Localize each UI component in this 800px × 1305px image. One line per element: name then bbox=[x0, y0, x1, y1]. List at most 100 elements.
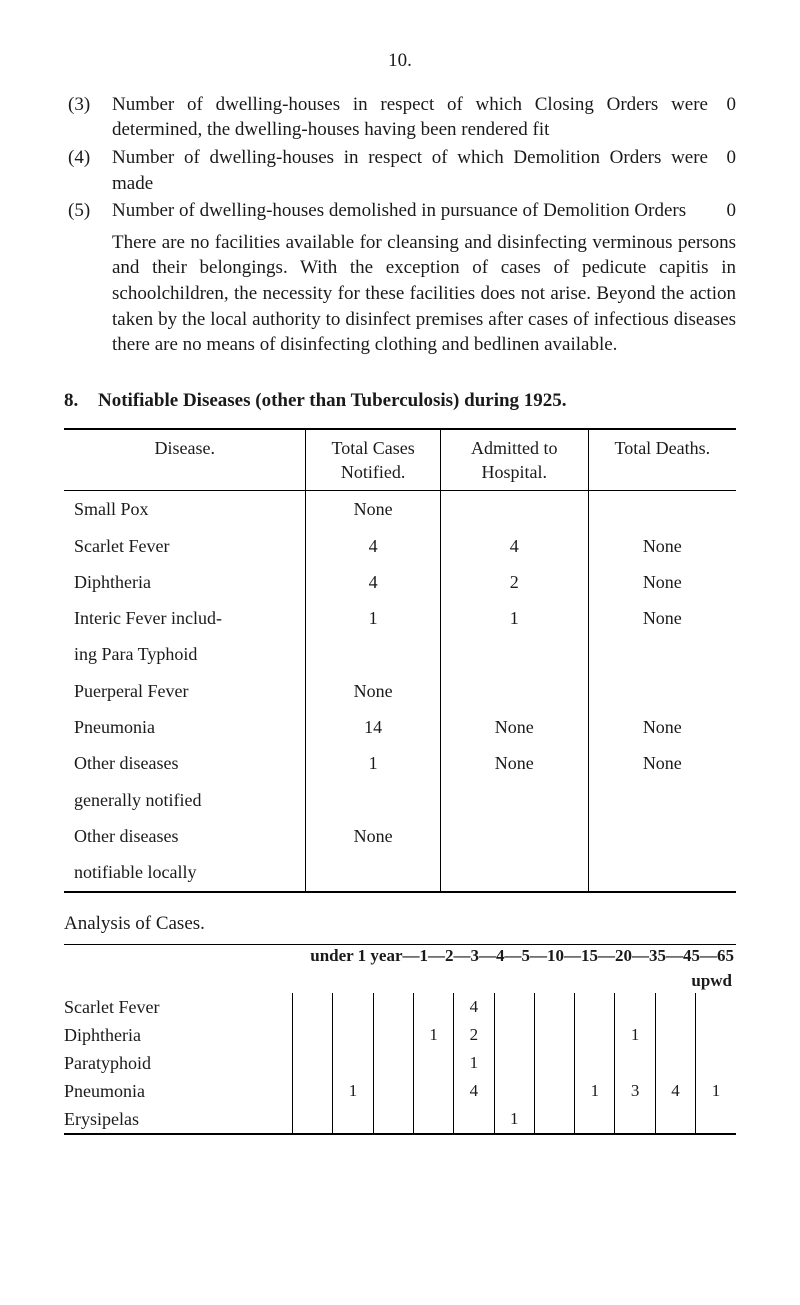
analysis-value-cell bbox=[292, 1021, 332, 1049]
admitted-cell bbox=[440, 818, 588, 854]
analysis-value-cell: 1 bbox=[413, 1021, 453, 1049]
admitted-cell: 4 bbox=[440, 528, 588, 564]
analysis-disease-label: Diphtheria bbox=[64, 1021, 252, 1049]
analysis-value-cell bbox=[655, 993, 695, 1021]
analysis-value-cell bbox=[575, 1105, 615, 1133]
total-cases-cell: 4 bbox=[306, 564, 440, 600]
total-cases-cell: None bbox=[306, 673, 440, 709]
analysis-value-cell bbox=[655, 1021, 695, 1049]
analysis-value-cell bbox=[655, 1105, 695, 1133]
disease-cell: notifiable locally bbox=[64, 854, 306, 890]
table-row: Diphtheria121 bbox=[64, 1021, 736, 1049]
analysis-value-cell: 4 bbox=[454, 1077, 494, 1105]
th-deaths: Total Deaths. bbox=[588, 430, 736, 491]
admitted-cell bbox=[440, 491, 588, 527]
analysis-value-cell: 4 bbox=[454, 993, 494, 1021]
table-row: Pneumonia14NoneNone bbox=[64, 709, 736, 745]
analysis-value-cell: 1 bbox=[454, 1049, 494, 1077]
analysis-value-cell bbox=[252, 1049, 292, 1077]
para-cleansing: There are no facilities available for cl… bbox=[112, 230, 736, 358]
table-row: Interic Fever includ-11None bbox=[64, 600, 736, 636]
analysis-value-cell bbox=[333, 1105, 373, 1133]
total-cases-cell bbox=[306, 854, 440, 890]
analysis-value-cell bbox=[292, 1105, 332, 1133]
analysis-value-cell bbox=[333, 993, 373, 1021]
item-4: (4)Number of dwelling-houses in respect … bbox=[64, 145, 736, 196]
analysis-value-cell bbox=[292, 1077, 332, 1105]
total-cases-cell: None bbox=[306, 491, 440, 527]
table-row: generally notified bbox=[64, 782, 736, 818]
disease-cell: Scarlet Fever bbox=[64, 528, 306, 564]
analysis-value-cell bbox=[534, 1049, 574, 1077]
analysis-value-cell bbox=[696, 993, 736, 1021]
table-analysis-cases: Scarlet Fever4Diphtheria121Paratyphoid1P… bbox=[64, 993, 736, 1133]
admitted-cell bbox=[440, 673, 588, 709]
total-cases-cell: 1 bbox=[306, 600, 440, 636]
analysis-value-cell bbox=[373, 1077, 413, 1105]
analysis-value-cell bbox=[575, 993, 615, 1021]
item-text: Number of dwelling-houses demolished in … bbox=[112, 198, 708, 224]
analysis-value-cell bbox=[373, 1105, 413, 1133]
age-bands-upwd: upwd bbox=[64, 970, 736, 993]
table-row: Puerperal FeverNone bbox=[64, 673, 736, 709]
total-cases-cell: 14 bbox=[306, 709, 440, 745]
analysis-value-cell bbox=[413, 1049, 453, 1077]
table-row: Erysipelas1 bbox=[64, 1105, 736, 1133]
analysis-value-cell bbox=[333, 1021, 373, 1049]
item-5: (5)Number of dwelling-houses demolished … bbox=[64, 198, 736, 224]
disease-cell: generally notified bbox=[64, 782, 306, 818]
item-value: 0 bbox=[708, 92, 736, 118]
deaths-cell bbox=[588, 854, 736, 890]
analysis-value-cell bbox=[413, 1105, 453, 1133]
disease-cell: Small Pox bbox=[64, 491, 306, 527]
disease-cell: ing Para Typhoid bbox=[64, 636, 306, 672]
table-row: Paratyphoid1 bbox=[64, 1049, 736, 1077]
analysis-value-cell bbox=[252, 1105, 292, 1133]
analysis-value-cell bbox=[575, 1049, 615, 1077]
deaths-cell bbox=[588, 782, 736, 818]
deaths-cell bbox=[588, 491, 736, 527]
table-row: Other diseases1NoneNone bbox=[64, 745, 736, 781]
total-cases-cell: None bbox=[306, 818, 440, 854]
analysis-value-cell bbox=[534, 993, 574, 1021]
table-notifiable-diseases-body: Small PoxNoneScarlet Fever44NoneDiphther… bbox=[64, 491, 736, 890]
disease-cell: Other diseases bbox=[64, 818, 306, 854]
admitted-cell bbox=[440, 636, 588, 672]
deaths-cell bbox=[588, 818, 736, 854]
table-row: Scarlet Fever 4 bbox=[64, 993, 736, 1021]
analysis-value-cell bbox=[413, 993, 453, 1021]
disease-cell: Diphtheria bbox=[64, 564, 306, 600]
page-number: 10. bbox=[64, 48, 736, 74]
section-8-heading: 8.Notifiable Diseases (other than Tuberc… bbox=[64, 388, 736, 414]
analysis-value-cell bbox=[494, 1021, 534, 1049]
item-number: (4) bbox=[64, 145, 112, 171]
item-text: Number of dwelling-houses in respect of … bbox=[112, 92, 708, 143]
analysis-heading: Analysis of Cases. bbox=[64, 911, 736, 937]
admitted-cell: 2 bbox=[440, 564, 588, 600]
total-cases-cell bbox=[306, 782, 440, 818]
table-notifiable-diseases: Disease. Total Cases Notified. Admitted … bbox=[64, 430, 736, 491]
table1-bottom-rule bbox=[64, 891, 736, 893]
analysis-value-cell bbox=[615, 993, 655, 1021]
analysis-value-cell bbox=[333, 1049, 373, 1077]
analysis-disease-label: Scarlet Fever bbox=[64, 993, 252, 1021]
table-row: Diphtheria42None bbox=[64, 564, 736, 600]
disease-cell: Interic Fever includ- bbox=[64, 600, 306, 636]
analysis-value-cell bbox=[534, 1077, 574, 1105]
th-total-cases: Total Cases Notified. bbox=[306, 430, 440, 491]
item-value: 0 bbox=[708, 198, 736, 224]
analysis-value-cell bbox=[494, 1077, 534, 1105]
analysis-value-cell: 1 bbox=[333, 1077, 373, 1105]
table-row: Pneumonia141341 bbox=[64, 1077, 736, 1105]
analysis-value-cell bbox=[252, 1077, 292, 1105]
total-cases-cell: 1 bbox=[306, 745, 440, 781]
analysis-value-cell bbox=[655, 1049, 695, 1077]
analysis-value-cell bbox=[252, 993, 292, 1021]
section-8-number: 8. bbox=[64, 388, 98, 414]
analysis-value-cell bbox=[454, 1105, 494, 1133]
analysis-value-cell bbox=[252, 1021, 292, 1049]
analysis-value-cell bbox=[292, 993, 332, 1021]
analysis-value-cell: 2 bbox=[454, 1021, 494, 1049]
analysis-disease-label: Erysipelas bbox=[64, 1105, 252, 1133]
item-number: (3) bbox=[64, 92, 112, 118]
